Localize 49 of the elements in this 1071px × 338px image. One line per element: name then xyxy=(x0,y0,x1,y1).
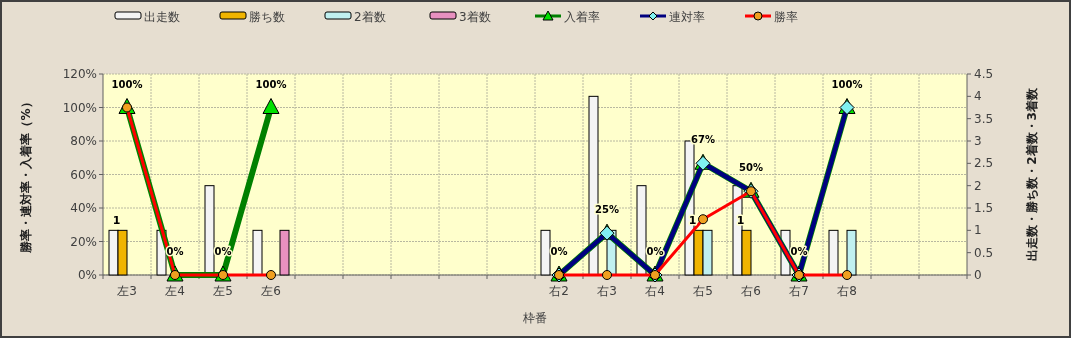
data-label: 100% xyxy=(831,78,863,90)
y2-tick-label: 2.5 xyxy=(974,156,994,171)
x-tick-label: 右3 xyxy=(597,284,617,298)
data-label: 0% xyxy=(646,246,664,257)
data-label: 67% xyxy=(691,134,715,146)
data-label: 1 xyxy=(112,214,121,228)
y-tick-label: 0% xyxy=(77,268,97,282)
y2-tick-label: 0.5 xyxy=(974,245,994,260)
x-axis-title: 枠番 xyxy=(522,311,547,325)
x-tick-label: 右7 xyxy=(789,284,809,298)
y-tick-label: 120% xyxy=(62,67,97,81)
data-label: 100% xyxy=(255,78,287,90)
x-tick-label: 左6 xyxy=(261,284,281,298)
legend-label: 出走数 xyxy=(144,10,180,24)
legend-label: 連対率 xyxy=(669,10,705,24)
y2-tick-label: 3.5 xyxy=(974,111,994,126)
y2-tick-label: 1 xyxy=(974,223,982,238)
x-tick-label: 右4 xyxy=(645,284,665,298)
y-axis-title: 勝率・連対率・入着率（%） xyxy=(19,96,33,254)
data-label: 1 xyxy=(688,214,697,228)
y-tick-label: 100% xyxy=(62,100,97,115)
y2-tick-label: 1.5 xyxy=(974,201,994,215)
y2-tick-label: 4 xyxy=(974,89,982,104)
y-tick-label: 80% xyxy=(70,134,97,148)
y2-tick-label: 3 xyxy=(974,134,982,148)
y2-tick-label: 0 xyxy=(974,268,982,282)
data-label: 1 xyxy=(736,214,745,228)
x-tick-label: 左4 xyxy=(165,284,185,298)
legend-label: 3着数 xyxy=(459,10,491,24)
legend-label: 入着率 xyxy=(564,10,600,24)
y-tick-label: 40% xyxy=(70,201,97,215)
legend-label: 勝率 xyxy=(774,10,798,24)
legend-label: 勝ち数 xyxy=(249,10,285,24)
data-label: 25% xyxy=(595,204,619,216)
x-tick-label: 右8 xyxy=(837,284,857,298)
legend-label: 2着数 xyxy=(354,10,386,24)
x-tick-label: 左3 xyxy=(117,284,137,298)
y2-tick-label: 2 xyxy=(974,178,982,193)
data-label: 50% xyxy=(739,162,763,174)
data-label: 0% xyxy=(550,246,568,257)
y2-tick-label: 4.5 xyxy=(974,67,994,81)
data-label: 100% xyxy=(111,78,143,90)
x-tick-label: 右2 xyxy=(549,284,569,298)
y-tick-label: 60% xyxy=(70,167,97,182)
x-tick-label: 右6 xyxy=(741,284,761,298)
x-tick-label: 左5 xyxy=(213,284,233,298)
x-tick-label: 右5 xyxy=(693,284,713,298)
y2-axis-title: 出走数・勝ち数・2着数・3着数 xyxy=(1025,87,1039,261)
y-tick-label: 20% xyxy=(70,234,97,249)
